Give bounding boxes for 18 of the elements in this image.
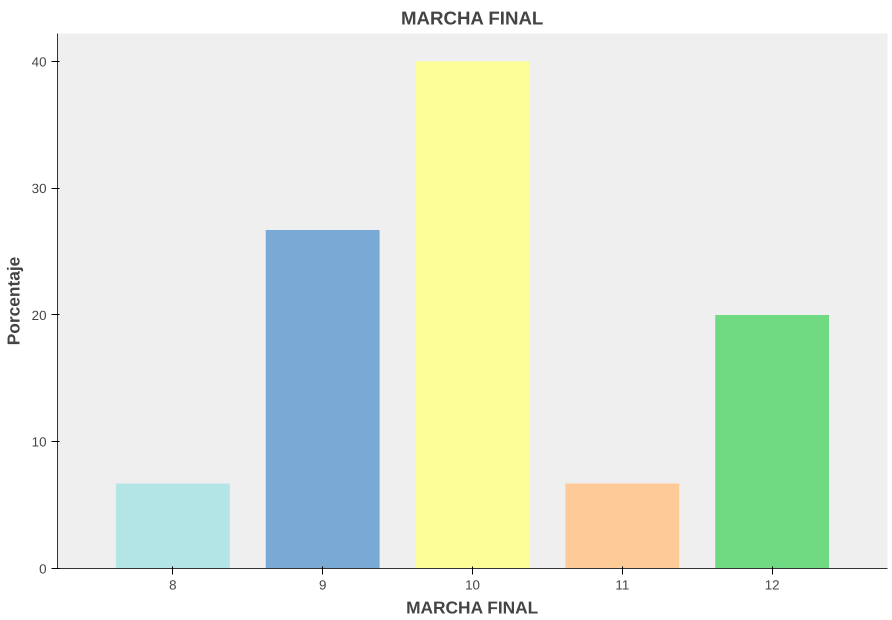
- chart-title: MARCHA FINAL: [400, 8, 544, 28]
- x-tick-label: 10: [465, 578, 480, 592]
- y-tick-label: 30: [32, 181, 47, 196]
- y-tick-label: 0: [39, 562, 47, 576]
- x-axis-title: MARCHA FINAL: [406, 598, 539, 618]
- bar: [116, 484, 230, 568]
- bar: [266, 230, 380, 568]
- bar: [715, 314, 830, 568]
- bar: [565, 484, 680, 568]
- x-tick-label: 12: [764, 578, 780, 592]
- y-tick-label: 40: [32, 54, 47, 70]
- x-tick-label: 9: [318, 578, 326, 592]
- y-tick-label: 10: [32, 434, 47, 450]
- x-tick-label: 11: [615, 578, 630, 592]
- bar: [416, 61, 530, 568]
- x-tick-label: 8: [169, 578, 177, 592]
- y-axis-title: Porcentaje: [4, 256, 24, 346]
- y-tick-label: 20: [32, 308, 47, 323]
